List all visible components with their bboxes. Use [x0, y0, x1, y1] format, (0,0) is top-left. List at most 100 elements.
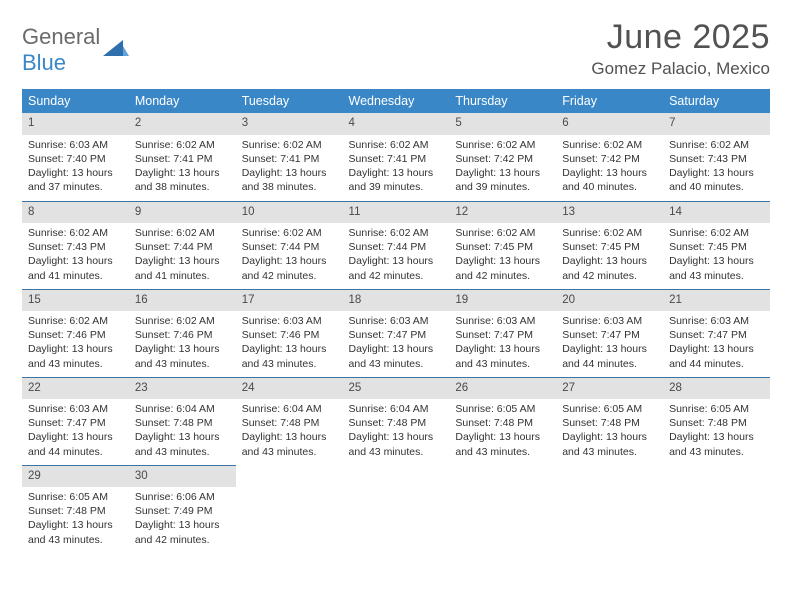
day-number: 21 — [663, 290, 770, 312]
day-number: 27 — [556, 378, 663, 400]
week-row: 1Sunrise: 6:03 AMSunset: 7:40 PMDaylight… — [22, 113, 770, 201]
day-text: Sunrise: 6:05 AMSunset: 7:48 PMDaylight:… — [663, 399, 770, 463]
day-text: Sunrise: 6:02 AMSunset: 7:45 PMDaylight:… — [449, 223, 556, 287]
day-cell: 18Sunrise: 6:03 AMSunset: 7:47 PMDayligh… — [343, 289, 450, 377]
day-cell: 1Sunrise: 6:03 AMSunset: 7:40 PMDaylight… — [22, 113, 129, 201]
day-number: 4 — [343, 113, 450, 135]
day-cell: 12Sunrise: 6:02 AMSunset: 7:45 PMDayligh… — [449, 201, 556, 289]
day-cell: 15Sunrise: 6:02 AMSunset: 7:46 PMDayligh… — [22, 289, 129, 377]
day-text: Sunrise: 6:03 AMSunset: 7:47 PMDaylight:… — [556, 311, 663, 375]
day-number: 1 — [22, 113, 129, 135]
day-cell — [449, 465, 556, 553]
day-number: 24 — [236, 378, 343, 400]
day-cell: 25Sunrise: 6:04 AMSunset: 7:48 PMDayligh… — [343, 377, 450, 465]
day-number: 7 — [663, 113, 770, 135]
day-number: 18 — [343, 290, 450, 312]
day-text: Sunrise: 6:02 AMSunset: 7:41 PMDaylight:… — [236, 135, 343, 199]
day-number: 29 — [22, 466, 129, 488]
day-number: 17 — [236, 290, 343, 312]
day-number: 28 — [663, 378, 770, 400]
week-row: 15Sunrise: 6:02 AMSunset: 7:46 PMDayligh… — [22, 289, 770, 377]
day-header: Friday — [556, 89, 663, 113]
day-number: 26 — [449, 378, 556, 400]
day-text: Sunrise: 6:02 AMSunset: 7:44 PMDaylight:… — [343, 223, 450, 287]
calendar-table: SundayMondayTuesdayWednesdayThursdayFrid… — [22, 89, 770, 553]
day-header: Sunday — [22, 89, 129, 113]
day-text: Sunrise: 6:05 AMSunset: 7:48 PMDaylight:… — [22, 487, 129, 551]
header: General Blue June 2025 Gomez Palacio, Me… — [22, 18, 770, 79]
day-cell: 19Sunrise: 6:03 AMSunset: 7:47 PMDayligh… — [449, 289, 556, 377]
day-cell: 3Sunrise: 6:02 AMSunset: 7:41 PMDaylight… — [236, 113, 343, 201]
day-text: Sunrise: 6:02 AMSunset: 7:41 PMDaylight:… — [129, 135, 236, 199]
day-cell: 8Sunrise: 6:02 AMSunset: 7:43 PMDaylight… — [22, 201, 129, 289]
day-cell: 5Sunrise: 6:02 AMSunset: 7:42 PMDaylight… — [449, 113, 556, 201]
day-number: 19 — [449, 290, 556, 312]
day-number: 3 — [236, 113, 343, 135]
day-text: Sunrise: 6:03 AMSunset: 7:47 PMDaylight:… — [663, 311, 770, 375]
day-number: 13 — [556, 202, 663, 224]
day-number: 12 — [449, 202, 556, 224]
day-cell: 28Sunrise: 6:05 AMSunset: 7:48 PMDayligh… — [663, 377, 770, 465]
day-cell: 30Sunrise: 6:06 AMSunset: 7:49 PMDayligh… — [129, 465, 236, 553]
day-cell: 6Sunrise: 6:02 AMSunset: 7:42 PMDaylight… — [556, 113, 663, 201]
day-cell: 10Sunrise: 6:02 AMSunset: 7:44 PMDayligh… — [236, 201, 343, 289]
day-text: Sunrise: 6:05 AMSunset: 7:48 PMDaylight:… — [449, 399, 556, 463]
day-text: Sunrise: 6:05 AMSunset: 7:48 PMDaylight:… — [556, 399, 663, 463]
day-cell: 7Sunrise: 6:02 AMSunset: 7:43 PMDaylight… — [663, 113, 770, 201]
title-block: June 2025 Gomez Palacio, Mexico — [591, 18, 770, 79]
day-number: 15 — [22, 290, 129, 312]
day-cell — [556, 465, 663, 553]
page-title: June 2025 — [591, 18, 770, 57]
day-number: 16 — [129, 290, 236, 312]
day-number: 14 — [663, 202, 770, 224]
week-row: 29Sunrise: 6:05 AMSunset: 7:48 PMDayligh… — [22, 465, 770, 553]
day-cell: 14Sunrise: 6:02 AMSunset: 7:45 PMDayligh… — [663, 201, 770, 289]
day-number: 30 — [129, 466, 236, 488]
day-text: Sunrise: 6:03 AMSunset: 7:46 PMDaylight:… — [236, 311, 343, 375]
day-text: Sunrise: 6:06 AMSunset: 7:49 PMDaylight:… — [129, 487, 236, 551]
day-cell: 24Sunrise: 6:04 AMSunset: 7:48 PMDayligh… — [236, 377, 343, 465]
day-number: 6 — [556, 113, 663, 135]
day-cell: 9Sunrise: 6:02 AMSunset: 7:44 PMDaylight… — [129, 201, 236, 289]
day-cell — [343, 465, 450, 553]
day-number: 9 — [129, 202, 236, 224]
day-header: Thursday — [449, 89, 556, 113]
day-cell: 26Sunrise: 6:05 AMSunset: 7:48 PMDayligh… — [449, 377, 556, 465]
day-header: Monday — [129, 89, 236, 113]
day-text: Sunrise: 6:04 AMSunset: 7:48 PMDaylight:… — [343, 399, 450, 463]
day-cell: 29Sunrise: 6:05 AMSunset: 7:48 PMDayligh… — [22, 465, 129, 553]
day-cell: 16Sunrise: 6:02 AMSunset: 7:46 PMDayligh… — [129, 289, 236, 377]
day-number: 23 — [129, 378, 236, 400]
day-text: Sunrise: 6:02 AMSunset: 7:46 PMDaylight:… — [22, 311, 129, 375]
day-cell: 22Sunrise: 6:03 AMSunset: 7:47 PMDayligh… — [22, 377, 129, 465]
day-number: 25 — [343, 378, 450, 400]
day-number: 20 — [556, 290, 663, 312]
location: Gomez Palacio, Mexico — [591, 59, 770, 79]
day-number: 10 — [236, 202, 343, 224]
day-number: 22 — [22, 378, 129, 400]
day-text: Sunrise: 6:03 AMSunset: 7:47 PMDaylight:… — [22, 399, 129, 463]
day-cell — [236, 465, 343, 553]
day-text: Sunrise: 6:02 AMSunset: 7:46 PMDaylight:… — [129, 311, 236, 375]
day-number: 5 — [449, 113, 556, 135]
day-text: Sunrise: 6:03 AMSunset: 7:47 PMDaylight:… — [343, 311, 450, 375]
day-cell: 2Sunrise: 6:02 AMSunset: 7:41 PMDaylight… — [129, 113, 236, 201]
week-row: 22Sunrise: 6:03 AMSunset: 7:47 PMDayligh… — [22, 377, 770, 465]
logo-word2: Blue — [22, 50, 66, 75]
day-header-row: SundayMondayTuesdayWednesdayThursdayFrid… — [22, 89, 770, 113]
week-row: 8Sunrise: 6:02 AMSunset: 7:43 PMDaylight… — [22, 201, 770, 289]
day-header: Wednesday — [343, 89, 450, 113]
day-text: Sunrise: 6:02 AMSunset: 7:44 PMDaylight:… — [129, 223, 236, 287]
day-number: 2 — [129, 113, 236, 135]
day-cell: 27Sunrise: 6:05 AMSunset: 7:48 PMDayligh… — [556, 377, 663, 465]
day-header: Saturday — [663, 89, 770, 113]
day-cell: 23Sunrise: 6:04 AMSunset: 7:48 PMDayligh… — [129, 377, 236, 465]
day-cell: 21Sunrise: 6:03 AMSunset: 7:47 PMDayligh… — [663, 289, 770, 377]
day-number: 8 — [22, 202, 129, 224]
day-cell — [663, 465, 770, 553]
logo: General Blue — [22, 24, 129, 76]
day-cell: 11Sunrise: 6:02 AMSunset: 7:44 PMDayligh… — [343, 201, 450, 289]
triangle-icon — [103, 38, 129, 63]
logo-word1: General — [22, 24, 100, 49]
day-text: Sunrise: 6:04 AMSunset: 7:48 PMDaylight:… — [236, 399, 343, 463]
